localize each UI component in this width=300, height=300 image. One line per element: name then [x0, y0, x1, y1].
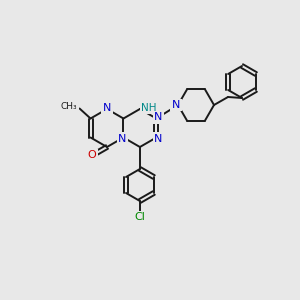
Text: Cl: Cl: [134, 212, 145, 222]
Text: N: N: [154, 112, 163, 122]
Text: N: N: [172, 100, 180, 110]
Text: N: N: [118, 134, 127, 143]
Text: O: O: [88, 150, 96, 160]
Text: N: N: [154, 134, 163, 143]
Text: N: N: [103, 103, 111, 113]
Text: NH: NH: [141, 103, 156, 113]
Text: CH₃: CH₃: [61, 102, 77, 111]
